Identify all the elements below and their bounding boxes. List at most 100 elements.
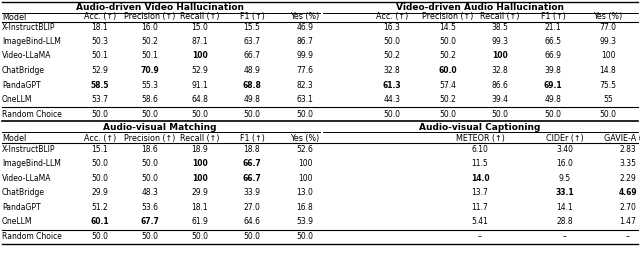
Text: 3.40: 3.40 <box>557 145 573 154</box>
Text: Yes (%): Yes (%) <box>291 13 319 21</box>
Text: 63.1: 63.1 <box>296 95 314 104</box>
Text: 33.1: 33.1 <box>556 188 574 197</box>
Text: 14.1: 14.1 <box>557 203 573 212</box>
Text: 50.0: 50.0 <box>141 174 159 183</box>
Text: 33.9: 33.9 <box>243 188 260 197</box>
Text: 52.6: 52.6 <box>296 145 314 154</box>
Text: 50.0: 50.0 <box>191 110 209 119</box>
Text: 52.9: 52.9 <box>92 66 108 75</box>
Text: 50.0: 50.0 <box>296 233 314 242</box>
Text: 64.6: 64.6 <box>243 218 260 227</box>
Text: 91.1: 91.1 <box>191 81 209 89</box>
Text: 55: 55 <box>603 95 613 104</box>
Text: 86.6: 86.6 <box>492 81 508 89</box>
Text: 3.35: 3.35 <box>620 159 637 168</box>
Text: 44.3: 44.3 <box>383 95 401 104</box>
Text: 15.1: 15.1 <box>92 145 108 154</box>
Text: 15.0: 15.0 <box>191 23 209 32</box>
Text: X-InstructBLIP: X-InstructBLIP <box>2 145 56 154</box>
Text: 27.0: 27.0 <box>244 203 260 212</box>
Text: 64.8: 64.8 <box>191 95 209 104</box>
Text: 69.1: 69.1 <box>544 81 563 89</box>
Text: 50.0: 50.0 <box>191 233 209 242</box>
Text: 66.5: 66.5 <box>545 37 561 46</box>
Text: 50.0: 50.0 <box>92 174 109 183</box>
Text: 50.0: 50.0 <box>92 233 109 242</box>
Text: 50.2: 50.2 <box>141 37 159 46</box>
Text: 46.9: 46.9 <box>296 23 314 32</box>
Text: 48.3: 48.3 <box>141 188 159 197</box>
Text: 53.9: 53.9 <box>296 218 314 227</box>
Text: Recall (↑): Recall (↑) <box>180 13 220 21</box>
Text: 58.6: 58.6 <box>141 95 159 104</box>
Text: –: – <box>626 233 630 242</box>
Text: ChatBridge: ChatBridge <box>2 188 45 197</box>
Text: Acc. (↑): Acc. (↑) <box>376 13 408 21</box>
Text: 61.9: 61.9 <box>191 218 209 227</box>
Text: 32.8: 32.8 <box>383 66 401 75</box>
Text: 60.0: 60.0 <box>438 66 458 75</box>
Text: 50.2: 50.2 <box>383 51 401 60</box>
Text: 100: 100 <box>298 159 312 168</box>
Text: 6.10: 6.10 <box>472 145 488 154</box>
Text: 29.9: 29.9 <box>92 188 108 197</box>
Text: ImageBind-LLM: ImageBind-LLM <box>2 37 61 46</box>
Text: 18.8: 18.8 <box>244 145 260 154</box>
Text: 18.1: 18.1 <box>92 23 108 32</box>
Text: 39.8: 39.8 <box>545 66 561 75</box>
Text: 50.0: 50.0 <box>545 110 561 119</box>
Text: 52.9: 52.9 <box>191 66 209 75</box>
Text: 67.7: 67.7 <box>141 218 159 227</box>
Text: Audio-visual Captioning: Audio-visual Captioning <box>419 123 541 132</box>
Text: 50.0: 50.0 <box>141 110 159 119</box>
Text: 86.7: 86.7 <box>296 37 314 46</box>
Text: 14.5: 14.5 <box>440 23 456 32</box>
Text: PandaGPT: PandaGPT <box>2 203 40 212</box>
Text: 11.5: 11.5 <box>472 159 488 168</box>
Text: 50.0: 50.0 <box>141 233 159 242</box>
Text: 11.7: 11.7 <box>472 203 488 212</box>
Text: –: – <box>563 233 567 242</box>
Text: 50.0: 50.0 <box>296 110 314 119</box>
Text: 5.41: 5.41 <box>472 218 488 227</box>
Text: OneLLM: OneLLM <box>2 218 33 227</box>
Text: ChatBridge: ChatBridge <box>2 66 45 75</box>
Text: 53.6: 53.6 <box>141 203 159 212</box>
Text: X-InstructBLIP: X-InstructBLIP <box>2 23 56 32</box>
Text: GAVIE-A (↑): GAVIE-A (↑) <box>604 134 640 143</box>
Text: 60.1: 60.1 <box>91 218 109 227</box>
Text: 49.8: 49.8 <box>244 95 260 104</box>
Text: 66.9: 66.9 <box>545 51 561 60</box>
Text: 2.83: 2.83 <box>620 145 636 154</box>
Text: 50.0: 50.0 <box>440 110 456 119</box>
Text: 66.7: 66.7 <box>243 174 261 183</box>
Text: 38.5: 38.5 <box>492 23 508 32</box>
Text: Acc. (↑): Acc. (↑) <box>84 134 116 143</box>
Text: 39.4: 39.4 <box>492 95 509 104</box>
Text: METEOR (↑): METEOR (↑) <box>456 134 504 143</box>
Text: 82.3: 82.3 <box>296 81 314 89</box>
Text: 100: 100 <box>192 174 208 183</box>
Text: Yes (%): Yes (%) <box>291 134 319 143</box>
Text: 14.0: 14.0 <box>470 174 490 183</box>
Text: 2.29: 2.29 <box>620 174 636 183</box>
Text: 50.0: 50.0 <box>440 37 456 46</box>
Text: F1 (↑): F1 (↑) <box>239 134 264 143</box>
Text: 50.0: 50.0 <box>92 110 109 119</box>
Text: 50.0: 50.0 <box>600 110 616 119</box>
Text: Acc. (↑): Acc. (↑) <box>84 13 116 21</box>
Text: 14.8: 14.8 <box>600 66 616 75</box>
Text: Model: Model <box>2 134 26 143</box>
Text: 50.0: 50.0 <box>243 110 260 119</box>
Text: 50.0: 50.0 <box>383 37 401 46</box>
Text: Precision (↑): Precision (↑) <box>124 13 176 21</box>
Text: 50.2: 50.2 <box>440 51 456 60</box>
Text: 99.3: 99.3 <box>492 37 509 46</box>
Text: 16.0: 16.0 <box>141 23 159 32</box>
Text: 66.7: 66.7 <box>243 159 261 168</box>
Text: 49.8: 49.8 <box>545 95 561 104</box>
Text: 100: 100 <box>601 51 615 60</box>
Text: 99.9: 99.9 <box>296 51 314 60</box>
Text: 66.7: 66.7 <box>243 51 260 60</box>
Text: 100: 100 <box>492 51 508 60</box>
